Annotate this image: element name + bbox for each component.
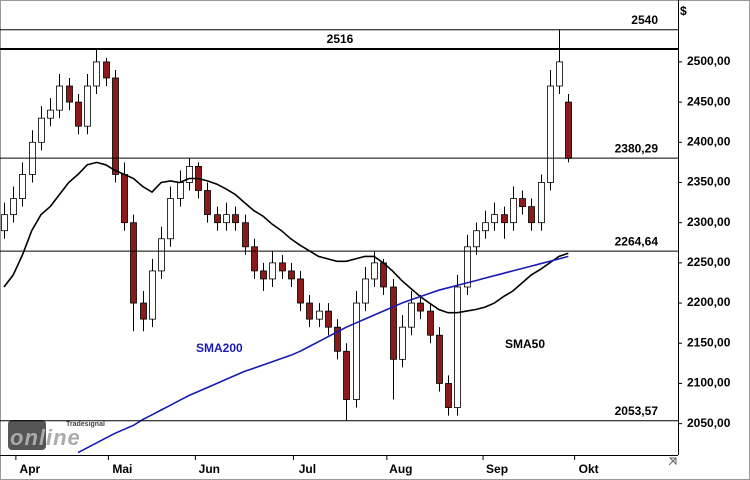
candle-body (473, 230, 480, 248)
candle-body (408, 302, 415, 328)
candle-body (565, 101, 572, 159)
candle-body (66, 85, 73, 103)
y-tick-label: 2400,00 (687, 134, 731, 148)
candle-body (75, 101, 82, 127)
y-tick-label: 2050,00 (687, 416, 731, 430)
x-tick-label: Jun (199, 462, 220, 476)
candle-body (47, 109, 54, 119)
x-tick-label: Sep (486, 462, 508, 476)
logo-text: online (10, 425, 81, 450)
candle-body (112, 77, 119, 175)
x-tick-label: Mai (112, 462, 132, 476)
sma-line (3, 161, 569, 314)
candle-body (103, 61, 110, 79)
candle-body (204, 190, 211, 216)
candle-body (10, 198, 17, 216)
series-label: SMA200 (196, 341, 243, 355)
series-label: SMA50 (505, 337, 545, 351)
candle-body (362, 278, 369, 304)
candle-body (121, 174, 128, 224)
candle-body (334, 326, 341, 352)
candle-body (547, 85, 554, 183)
candle-body (417, 302, 424, 312)
logo-small: Tradesignal (66, 421, 105, 428)
candle-body (528, 206, 535, 224)
candle-body (177, 182, 184, 199)
candle-body (501, 214, 508, 224)
candle-body (186, 166, 193, 183)
candle-body (371, 262, 378, 280)
candle-body (242, 222, 249, 248)
y-tick-label: 2150,00 (687, 335, 731, 349)
x-tick-label: Jul (299, 462, 316, 476)
candle-body (260, 270, 267, 280)
candle-body (93, 61, 100, 87)
level-label: 2053,57 (615, 404, 659, 418)
candle-body (390, 286, 397, 360)
candle-body (436, 334, 443, 384)
y-tick-label: 2500,00 (687, 54, 731, 68)
candle-body (353, 302, 360, 400)
corner-icon (668, 457, 677, 466)
candle-body (325, 310, 332, 328)
candle-body (510, 198, 517, 224)
logo: Tradesignal online (8, 420, 105, 450)
candle-body (399, 326, 406, 360)
level-label: 2516 (327, 32, 354, 46)
logo-box (8, 420, 46, 450)
y-tick-label: 2350,00 (687, 175, 731, 189)
candle-body (343, 350, 350, 400)
candle-body (454, 286, 461, 408)
candle-body (288, 270, 295, 280)
candle-body (223, 214, 230, 224)
candle-body (1, 214, 8, 232)
y-tick-label: 2250,00 (687, 255, 731, 269)
candle-body (19, 174, 26, 199)
candle-body (491, 214, 498, 224)
plot (1, 29, 572, 454)
candle-body (56, 85, 63, 111)
level-label: 2540 (631, 13, 658, 27)
candle-body (380, 262, 387, 288)
x-tick-label: Apr (20, 462, 41, 476)
candle-body (279, 262, 286, 272)
candle-body (297, 278, 304, 304)
candle-body (538, 182, 545, 224)
candle-body (306, 302, 313, 320)
candle-body (464, 246, 471, 288)
candle-body (427, 310, 434, 336)
candle-body (445, 383, 452, 408)
candle-body (556, 61, 563, 87)
level-label: 2264,64 (615, 234, 659, 248)
x-tick-label: Okt (579, 462, 599, 476)
y-unit: $ (680, 4, 687, 18)
candle-body (130, 222, 137, 304)
y-tick-label: 2450,00 (687, 94, 731, 108)
candle-body (232, 214, 239, 224)
candle-body (140, 302, 147, 320)
candle-body (149, 270, 156, 320)
candle-body (251, 246, 258, 272)
candle-body (519, 198, 526, 207)
candle-body (84, 85, 91, 127)
candle-body (482, 222, 489, 232)
candle-body (158, 238, 165, 272)
candle-body (316, 310, 323, 320)
candle-body (38, 117, 45, 143)
y-tick-label: 2100,00 (687, 376, 731, 390)
candle-body (167, 198, 174, 240)
y-tick-label: 2200,00 (687, 295, 731, 309)
candle-body (214, 214, 221, 224)
candle-body (269, 262, 276, 280)
level-label: 2380,29 (615, 141, 659, 155)
y-tick-label: 2300,00 (687, 215, 731, 229)
sma-line (77, 255, 569, 454)
x-tick-label: Aug (389, 462, 412, 476)
